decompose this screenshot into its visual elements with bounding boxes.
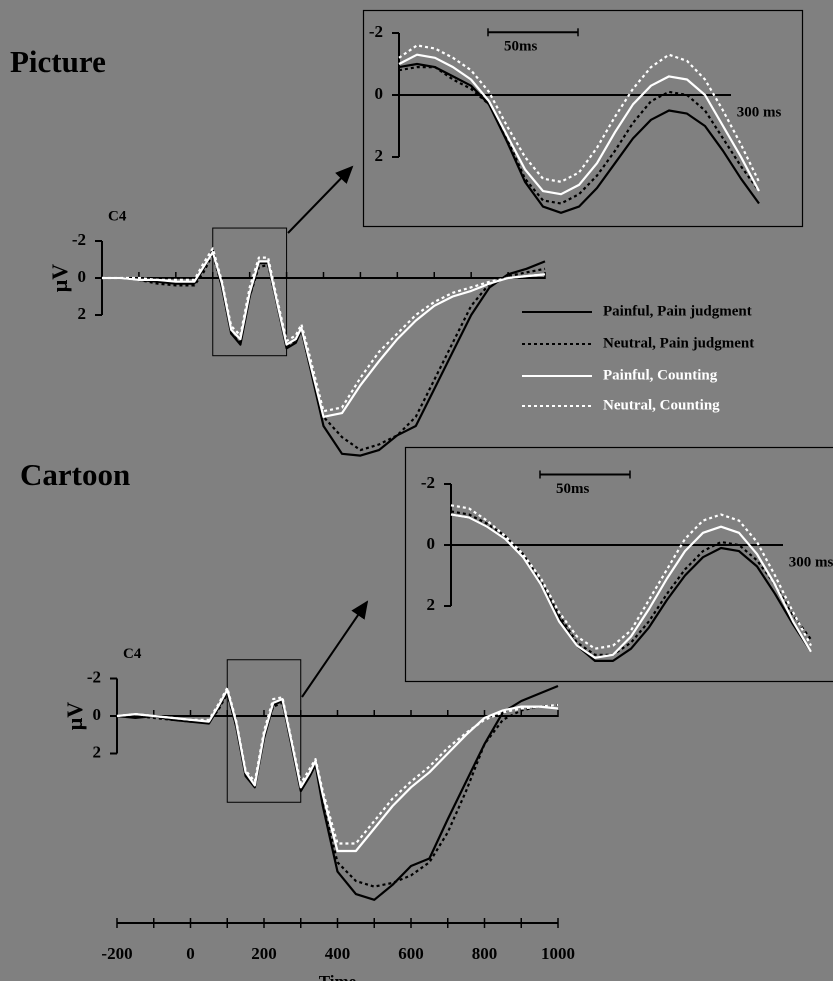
inset-frame <box>404 446 833 683</box>
x-tick-label: 1000 <box>541 944 575 963</box>
x-tick-label: 400 <box>325 944 351 963</box>
series-line <box>398 62 760 214</box>
x-tick-label: 300 ms <box>789 554 833 570</box>
legend-label: Neutral, Pain judgment <box>603 335 754 351</box>
y-tick-label: -2 <box>87 667 101 686</box>
y-tick-label: -2 <box>369 22 383 41</box>
y-tick-label: -2 <box>72 230 86 249</box>
y-tick-label: -2 <box>421 473 435 492</box>
y-tick-label: 0 <box>93 705 102 724</box>
series-line <box>116 686 559 845</box>
y-tick-label: 2 <box>93 742 102 761</box>
y-axis-label: μV <box>47 264 72 292</box>
inset-frame <box>362 9 804 228</box>
channel-label: C4 <box>108 208 127 224</box>
series-line <box>398 44 760 183</box>
zoom-box <box>212 227 288 357</box>
scale-bar-label: 50ms <box>556 481 589 497</box>
y-tick-label: 0 <box>427 534 436 553</box>
y-tick-label: 2 <box>427 595 436 614</box>
legend-label: Neutral, Counting <box>603 397 720 413</box>
x-tick-label: 800 <box>472 944 498 963</box>
scale-bar-label: 50ms <box>504 39 537 55</box>
series-line <box>398 53 760 196</box>
series-line <box>102 247 546 413</box>
y-tick-label: 0 <box>78 267 87 286</box>
x-tick-label: 600 <box>398 944 424 963</box>
zoom-box <box>226 659 302 803</box>
y-tick-label: 2 <box>78 304 87 323</box>
chart-title: Picture <box>10 44 106 79</box>
x-tick-label: -200 <box>101 944 132 963</box>
x-tick-label: 200 <box>251 944 277 963</box>
channel-label: C4 <box>123 646 142 662</box>
series-line <box>450 513 812 659</box>
y-tick-label: 2 <box>375 146 384 165</box>
legend-label: Painful, Pain judgment <box>603 303 752 319</box>
series-line <box>450 504 812 650</box>
x-tick-label: 0 <box>186 944 195 963</box>
series-line <box>102 251 546 418</box>
y-axis-label: μV <box>62 702 87 730</box>
x-axis-label: Time <box>319 972 357 981</box>
series-line <box>116 688 559 853</box>
legend-label: Painful, Counting <box>603 367 718 383</box>
chart-title: Cartoon <box>20 457 130 492</box>
zoom-arrow <box>287 165 354 234</box>
y-tick-label: 0 <box>375 84 384 103</box>
zoom-arrow <box>301 600 369 698</box>
x-tick-label: 300 ms <box>737 104 782 120</box>
